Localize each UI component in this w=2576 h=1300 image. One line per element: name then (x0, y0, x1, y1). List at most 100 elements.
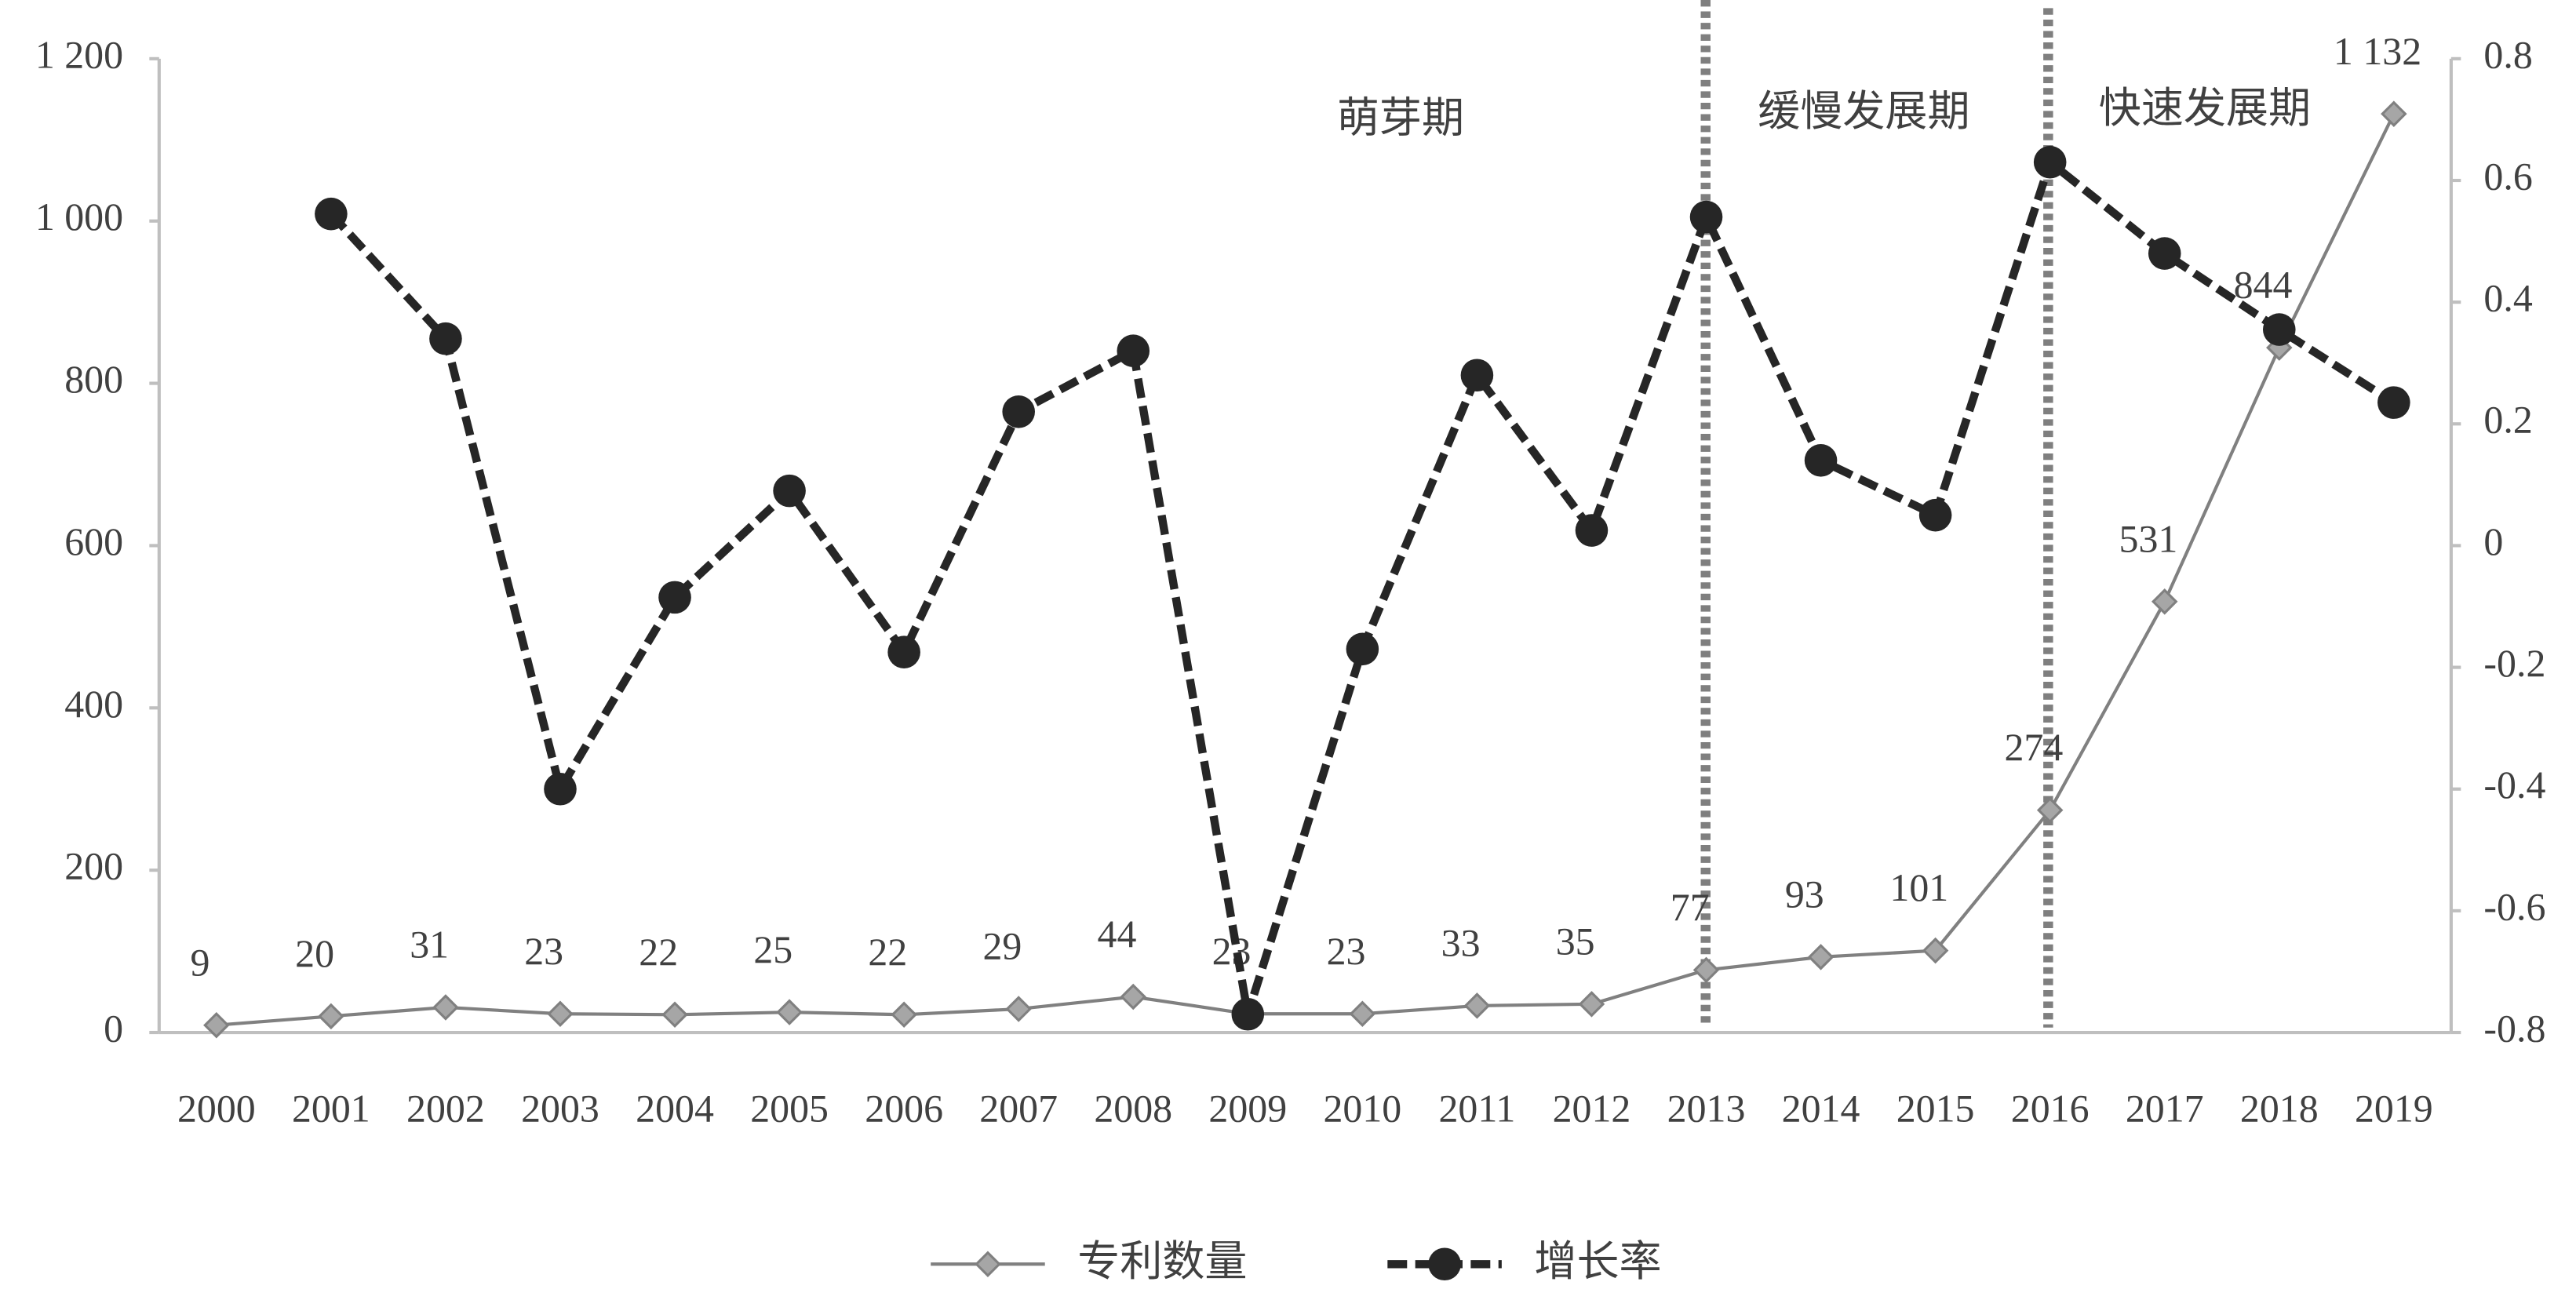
data-label: 531 (2119, 517, 2178, 560)
x-tick-label: 2010 (1323, 1087, 1401, 1130)
x-tick-label: 2017 (2126, 1087, 2204, 1130)
legend-label: 专利数量 (1077, 1236, 1247, 1286)
data-point (1807, 944, 1835, 970)
data-label: 9 (191, 941, 210, 984)
y2-tick-label: 0.4 (2483, 277, 2532, 320)
y-tick-label: 0 (104, 1007, 123, 1050)
y2-tick-label: 0.8 (2483, 33, 2532, 76)
data-label: 1 132 (2334, 30, 2421, 73)
x-tick-label: 2009 (1208, 1087, 1287, 1130)
data-point (1231, 997, 1265, 1031)
data-point (2148, 237, 2181, 270)
data-label: 20 (295, 932, 334, 975)
x-tick-label: 2008 (1094, 1087, 1172, 1130)
data-point (1117, 334, 1150, 367)
data-label: 23 (524, 930, 563, 973)
data-point (1002, 395, 1035, 428)
y2-tick-label: -0.6 (2483, 885, 2545, 928)
data-point (2262, 313, 2296, 346)
x-tick-label: 2015 (1896, 1087, 1975, 1130)
data-point (544, 772, 577, 806)
y-tick-label: 1 200 (35, 33, 123, 76)
data-point (2033, 145, 2067, 179)
y-tick-label: 800 (64, 358, 123, 401)
x-tick-label: 2014 (1782, 1087, 1860, 1130)
data-point (1692, 956, 1720, 984)
x-tick-label: 2006 (865, 1087, 943, 1130)
data-point (429, 322, 462, 355)
data-point (1120, 983, 1147, 1011)
data-point (1460, 359, 1494, 392)
data-label: 77 (1671, 886, 1710, 929)
data-point (2151, 588, 2178, 615)
annotation: 快速发展期 (2099, 83, 2311, 133)
data-point (1922, 937, 1949, 964)
data-point (1005, 996, 1032, 1022)
y-tick-label: 600 (64, 520, 123, 563)
legend-label: 增长率 (1534, 1236, 1661, 1286)
data-label: 23 (1327, 930, 1366, 973)
x-tick-label: 2007 (979, 1087, 1058, 1130)
x-tick-label: 2013 (1667, 1087, 1746, 1130)
x-tick-label: 2001 (292, 1087, 370, 1130)
y2-tick-label: -0.8 (2483, 1007, 2545, 1050)
legend-marker (1428, 1247, 1461, 1281)
x-tick-label: 2012 (1553, 1087, 1631, 1130)
x-tick-label: 2019 (2355, 1087, 2433, 1130)
data-label: 844 (2234, 264, 2293, 307)
annotation: 缓慢发展期 (1758, 86, 1969, 136)
y-tick-label: 400 (64, 683, 123, 726)
data-point (315, 197, 348, 231)
y2-tick-label: -0.4 (2483, 763, 2545, 807)
data-label: 29 (982, 925, 1022, 968)
data-point (1575, 514, 1609, 547)
data-point (776, 999, 803, 1025)
data-label: 44 (1098, 912, 1137, 956)
data-point (2036, 796, 2064, 824)
data-point (661, 1001, 688, 1029)
x-tick-label: 2011 (1438, 1087, 1515, 1130)
data-point (203, 1011, 230, 1039)
data-point (1918, 498, 1952, 532)
data-point (547, 1000, 574, 1028)
data-point (2377, 386, 2410, 419)
data-label: 274 (2004, 726, 2063, 769)
data-point (1689, 200, 1723, 234)
x-tick-label: 2004 (636, 1087, 714, 1130)
data-point (1463, 992, 1491, 1019)
data-label: 33 (1441, 922, 1481, 965)
data-point (318, 1003, 344, 1030)
series-line (328, 155, 2396, 1016)
y2-tick-label: 0.6 (2483, 155, 2532, 198)
y-tick-label: 1 000 (35, 195, 123, 239)
x-tick-label: 2005 (750, 1087, 829, 1130)
y2-tick-label: -0.2 (2483, 642, 2545, 685)
data-label: 35 (1556, 919, 1595, 963)
series-line (216, 113, 2396, 1027)
data-point (1346, 632, 1379, 666)
y2-tick-label: 0 (2483, 520, 2503, 563)
x-tick-label: 2002 (406, 1087, 485, 1130)
x-tick-label: 2018 (2240, 1087, 2319, 1130)
data-point (1804, 444, 1838, 477)
x-tick-label: 2016 (2011, 1087, 2090, 1130)
data-label: 22 (868, 930, 907, 974)
data-point (1349, 1000, 1376, 1028)
data-label: 22 (639, 930, 678, 974)
x-tick-label: 2003 (521, 1087, 599, 1130)
data-point (432, 994, 459, 1021)
y2-tick-label: 0.2 (2483, 399, 2532, 442)
data-point (887, 635, 920, 668)
data-point (2381, 100, 2407, 127)
data-point (1578, 991, 1605, 1018)
y-tick-label: 200 (64, 845, 123, 888)
legend-marker (975, 1251, 1001, 1278)
data-point (891, 1001, 917, 1029)
annotation: 萌芽期 (1337, 93, 1464, 142)
data-point (658, 581, 691, 614)
x-tick-label: 2000 (177, 1087, 256, 1130)
data-point (773, 474, 806, 508)
data-label: 25 (753, 928, 792, 971)
data-label: 31 (410, 923, 449, 967)
